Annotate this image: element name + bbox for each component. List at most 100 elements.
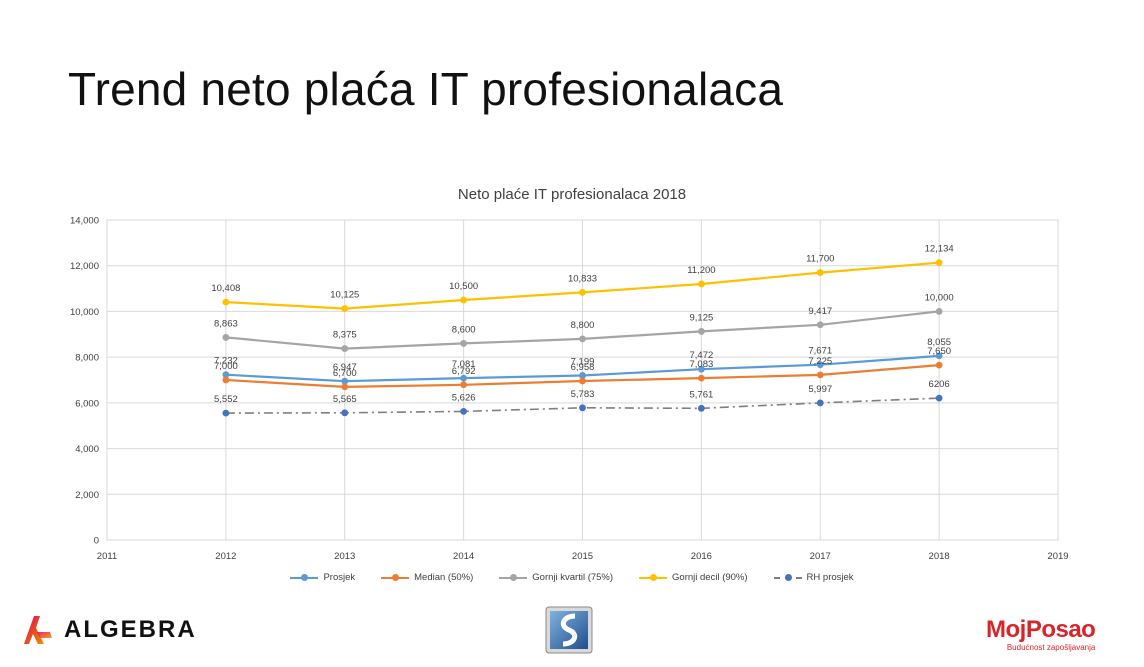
- data-label: 5,783: [571, 389, 595, 400]
- data-point: [697, 404, 705, 412]
- data-point: [816, 361, 824, 369]
- data-point: [222, 376, 230, 384]
- data-point: [816, 269, 824, 276]
- data-label: 10,408: [211, 283, 240, 294]
- data-label: 7,199: [571, 356, 595, 367]
- y-tick-label: 10,000: [70, 307, 99, 318]
- y-tick-label: 6,000: [75, 398, 99, 409]
- data-point: [697, 280, 705, 288]
- slide-title: Trend neto plaća IT profesionalaca: [68, 63, 784, 115]
- y-tick-label: 8,000: [75, 353, 99, 364]
- x-tick-label: 2017: [810, 551, 831, 562]
- data-point: [460, 381, 468, 389]
- data-point: [579, 377, 586, 385]
- data-label: 10,000: [925, 292, 954, 303]
- data-label: 10,500: [449, 281, 478, 292]
- data-point: [222, 371, 230, 379]
- y-tick-label: 2,000: [75, 490, 99, 501]
- legend-label: Prosjek: [323, 572, 356, 583]
- y-tick-label: 12,000: [70, 261, 99, 272]
- data-label: 7,081: [452, 359, 476, 370]
- algebra-logo-icon: [24, 616, 52, 644]
- data-point: [697, 374, 705, 382]
- data-label: 8,600: [452, 324, 476, 335]
- legend-item: RH prosjek: [773, 572, 854, 583]
- data-point: [222, 334, 230, 341]
- data-label: 7,083: [689, 359, 713, 370]
- legend-swatch: [639, 573, 668, 583]
- x-tick-label: 2018: [929, 551, 950, 562]
- legend-item: Median (50%): [381, 572, 473, 583]
- mojposao-logo: MojPosao Budućnost zapošljavanja: [986, 616, 1096, 653]
- data-label: 6,947: [333, 362, 357, 373]
- data-label: 5,565: [333, 394, 357, 405]
- data-label: 12,134: [925, 244, 954, 255]
- data-label: 6,792: [452, 366, 476, 377]
- legend-swatch: [290, 573, 319, 583]
- mojposao-logo-text: MojPosao: [986, 616, 1096, 643]
- legend-item: Gornji kvartil (75%): [499, 572, 613, 583]
- data-label: 10,125: [330, 290, 359, 301]
- data-point: [935, 361, 943, 369]
- legend-item: Prosjek: [290, 572, 355, 583]
- data-point: [341, 383, 349, 391]
- chart-legend: Prosjek Median (50%) Gornji kvartil (75%) G…: [0, 572, 1144, 583]
- data-point: [460, 408, 468, 415]
- algebra-logo-text: ALGEBRA: [64, 616, 197, 643]
- data-label: 6,958: [571, 362, 595, 373]
- data-point: [579, 288, 586, 296]
- data-label: 8,375: [333, 330, 357, 341]
- data-label: 8,800: [571, 320, 595, 331]
- x-tick-label: 2014: [453, 551, 474, 562]
- data-point: [816, 371, 824, 379]
- x-tick-label: 2015: [572, 551, 593, 562]
- data-point: [341, 345, 349, 352]
- mojposao-tagline: Budućnost zapošljavanja: [1006, 643, 1096, 652]
- legend-label: Gornji kvartil (75%): [532, 572, 614, 583]
- data-point: [222, 409, 230, 417]
- x-tick-label: 2013: [334, 551, 355, 562]
- emblem-icon: [545, 606, 593, 654]
- center-emblem-logo: [545, 606, 593, 659]
- data-point: [222, 298, 230, 306]
- x-tick-label: 2016: [691, 551, 712, 562]
- legend-label: Gornji decil (90%): [672, 572, 748, 583]
- data-point: [579, 335, 586, 343]
- data-label: 7,650: [927, 346, 951, 357]
- data-label: 8,863: [214, 318, 238, 329]
- data-point: [816, 321, 824, 329]
- data-label: 5,761: [689, 389, 713, 400]
- data-label: 5,626: [452, 392, 476, 403]
- data-label: 7,472: [689, 350, 713, 361]
- legend-swatch: [381, 573, 410, 583]
- data-point: [935, 352, 943, 360]
- data-label: 6206: [929, 379, 950, 390]
- x-tick-label: 2012: [215, 551, 236, 562]
- x-tick-label: 2011: [97, 551, 117, 562]
- data-label: 7,000: [214, 361, 238, 372]
- data-label: 7,225: [808, 356, 832, 367]
- data-point: [935, 394, 943, 402]
- y-tick-label: 0: [94, 536, 99, 547]
- data-point: [460, 296, 468, 304]
- y-tick-label: 4,000: [75, 444, 99, 455]
- legend-swatch: [773, 573, 802, 583]
- data-point: [935, 259, 943, 267]
- legend-label: RH prosjek: [806, 572, 854, 583]
- data-point: [816, 399, 824, 407]
- data-label: 10,833: [568, 273, 597, 284]
- data-label: 5,997: [808, 384, 832, 395]
- legend-swatch: [499, 573, 528, 583]
- algebra-logo: ALGEBRA: [20, 612, 197, 648]
- data-point: [935, 308, 943, 315]
- data-label: 11,200: [687, 265, 715, 276]
- data-label: 8,055: [927, 337, 951, 348]
- data-label: 7,671: [808, 346, 832, 357]
- data-point: [341, 377, 349, 385]
- legend-label: Median (50%): [414, 572, 474, 583]
- data-point: [579, 372, 586, 379]
- data-point: [341, 409, 349, 417]
- data-point: [697, 328, 705, 335]
